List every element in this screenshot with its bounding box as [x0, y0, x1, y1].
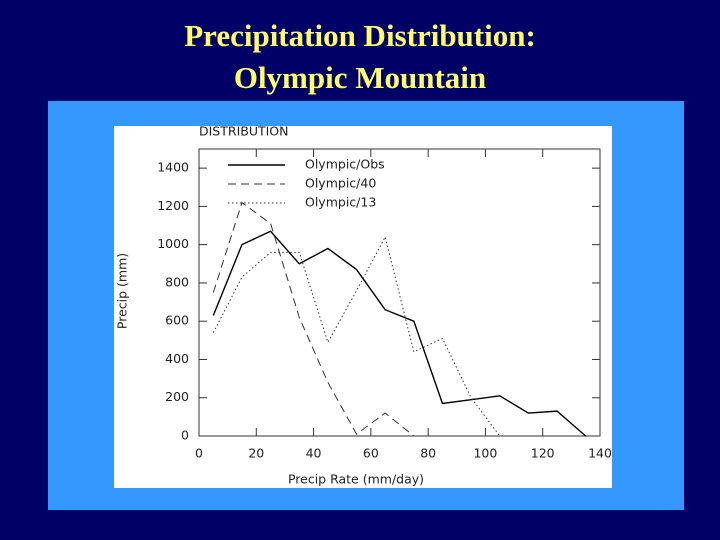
y-tick-label: 400: [165, 351, 189, 366]
chart-title: DISTRIBUTION: [199, 126, 289, 139]
x-tick-label: 0: [195, 446, 203, 461]
slide-title: Precipitation Distribution:: [184, 18, 536, 53]
legend-label: Olympic/40: [305, 176, 376, 191]
y-tick-label: 600: [165, 313, 189, 328]
x-tick-label: 100: [473, 446, 497, 461]
y-tick-label: 1000: [157, 236, 189, 251]
y-tick-label: 1200: [157, 198, 189, 213]
y-tick-label: 1400: [157, 160, 189, 175]
y-tick-label: 0: [181, 428, 189, 443]
y-axis-label: Precip (mm): [115, 253, 130, 329]
chart: DISTRIBUTION Precip Rate (mm/day) Precip…: [114, 126, 612, 488]
legend-label: Olympic/13: [305, 195, 376, 210]
slide-title: Olympic Mountain: [233, 60, 487, 95]
series-line: [212, 201, 415, 437]
x-tick-label: 20: [248, 446, 264, 461]
y-tick-label: 200: [165, 389, 189, 404]
plot-frame: [198, 148, 601, 437]
x-tick-label: 140: [588, 446, 612, 461]
legend-label: Olympic/Obs: [305, 157, 385, 172]
series-line: [212, 230, 587, 437]
y-tick-label: 800: [165, 274, 189, 289]
x-tick-label: 40: [306, 446, 322, 461]
x-tick-label: 60: [363, 446, 379, 461]
x-tick-label: 120: [531, 446, 555, 461]
x-axis-label: Precip Rate (mm/day): [288, 472, 424, 487]
chart-background: [114, 126, 612, 488]
x-tick-label: 80: [420, 446, 436, 461]
